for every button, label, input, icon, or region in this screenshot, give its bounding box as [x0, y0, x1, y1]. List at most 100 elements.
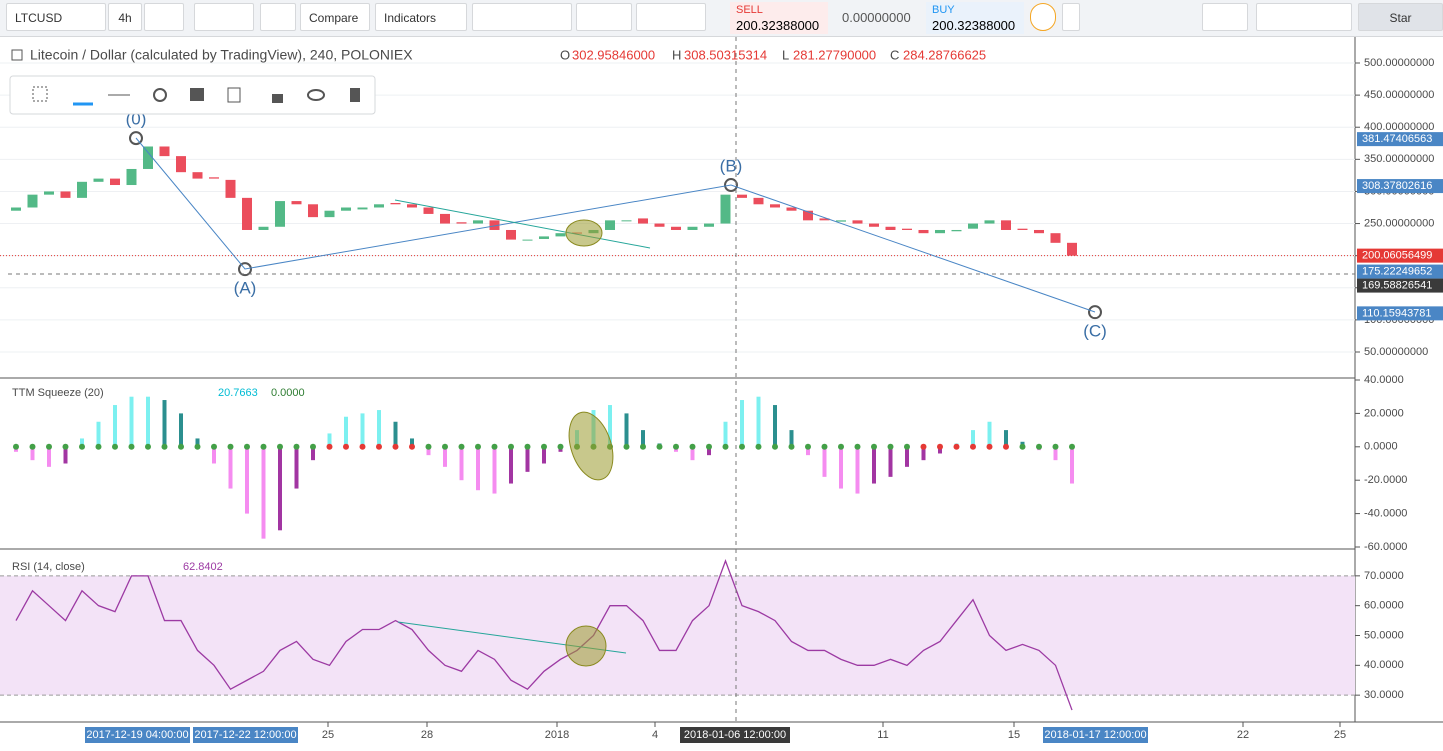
squeeze-dot	[128, 443, 135, 450]
indicator-value: 62.8402	[183, 561, 223, 573]
undo-redo[interactable]	[576, 3, 632, 31]
settings[interactable]	[260, 3, 296, 31]
momentum-bar	[806, 446, 810, 456]
squeeze-dot	[277, 443, 283, 450]
highlight-ellipse	[568, 411, 614, 481]
momentum-bar	[624, 413, 629, 447]
sell-button[interactable]: SELL 200.32388000	[730, 2, 828, 34]
highlight-ellipse	[565, 219, 603, 247]
compare[interactable]: Compare	[300, 3, 370, 31]
time-label-box	[85, 727, 190, 743]
y-tick-label: 40.0000	[1364, 659, 1404, 671]
momentum-bar	[327, 433, 332, 447]
momentum-bar	[80, 438, 84, 447]
squeeze-dot	[541, 443, 547, 450]
lock-tool[interactable]	[272, 94, 283, 103]
squeeze-dot	[112, 443, 118, 450]
squeeze-dot	[772, 443, 778, 450]
cloud[interactable]	[1256, 3, 1352, 31]
time-label: 11	[877, 729, 888, 741]
squeeze-dot	[13, 443, 19, 450]
momentum-bar	[129, 396, 134, 447]
momentum-bar	[971, 430, 975, 447]
ohlc-value: 281.27790000	[793, 47, 876, 62]
candle	[968, 223, 978, 229]
squeeze-dot	[1036, 443, 1042, 450]
interval[interactable]: 4h	[108, 3, 142, 31]
price-label: 169.58826541	[1362, 279, 1432, 291]
squeeze-dot	[887, 443, 894, 450]
y-tick-label: 50.00000000	[1364, 346, 1428, 358]
squeeze-dot	[260, 443, 267, 450]
info[interactable]	[1030, 3, 1056, 31]
momentum-bar	[1004, 430, 1008, 447]
candle	[225, 179, 236, 198]
chart-style[interactable]	[194, 3, 254, 31]
sell-label: SELL	[736, 4, 763, 16]
time-label-box	[680, 727, 790, 743]
candle	[539, 236, 549, 239]
momentum-bar	[344, 416, 348, 447]
squeeze-dot	[62, 443, 69, 450]
fullscreen[interactable]	[636, 3, 706, 31]
squeeze-dot	[95, 443, 102, 450]
candle	[60, 191, 71, 198]
template-tool[interactable]	[190, 88, 204, 101]
squeeze-dot	[1069, 443, 1075, 450]
squeeze-dot	[755, 443, 762, 450]
indicators[interactable]: Indicators	[375, 3, 467, 31]
momentum-bar	[987, 421, 992, 447]
star[interactable]: Star	[1358, 3, 1443, 31]
ohlc-value: 302.95846000	[572, 47, 655, 62]
trend-line	[394, 199, 651, 249]
squeeze-dot	[491, 443, 498, 450]
clone-tool[interactable]	[227, 87, 241, 103]
candle	[242, 197, 252, 230]
squeeze-dot	[409, 443, 415, 450]
momentum-bar	[410, 438, 414, 447]
candle	[638, 218, 648, 224]
candle	[159, 146, 170, 157]
interval-menu[interactable]	[144, 3, 184, 31]
momentum-bar	[311, 446, 315, 461]
visibility-tool[interactable]	[307, 89, 325, 101]
y-tick-label: -60.0000	[1364, 541, 1407, 553]
squeeze-dot	[920, 443, 927, 450]
squeeze-dot	[442, 443, 448, 450]
candle	[885, 226, 896, 230]
momentum-bar	[476, 446, 480, 491]
momentum-bar	[459, 446, 464, 481]
alerts[interactable]	[472, 3, 572, 31]
layout[interactable]	[1202, 3, 1248, 31]
momentum-bar	[789, 430, 794, 447]
zoom[interactable]	[1062, 3, 1080, 31]
candle	[737, 194, 747, 198]
squeeze-dot	[854, 443, 861, 450]
wave-label: (A)	[234, 279, 257, 298]
momentum-bar	[63, 446, 68, 464]
wave-label: (B)	[720, 157, 743, 176]
symbol-search[interactable]: LTCUSD	[6, 3, 106, 31]
squeeze-dot	[211, 443, 217, 450]
time-label: 25	[322, 729, 334, 741]
drawing-toolbar[interactable]	[9, 75, 376, 115]
momentum-bar	[542, 446, 546, 464]
price-label-box	[1357, 179, 1443, 194]
select-tool[interactable]	[32, 86, 48, 102]
y-tick-label: -40.0000	[1364, 508, 1407, 520]
candle	[407, 204, 417, 208]
time-label: 2018-01-06 12:00:00	[684, 729, 786, 741]
momentum-bar	[113, 405, 117, 447]
momentum-bar	[393, 421, 398, 447]
buy-button[interactable]: BUY 200.32388000	[926, 2, 1024, 34]
squeeze-dot	[1019, 443, 1026, 450]
squeeze-dot	[376, 443, 382, 450]
candle	[209, 177, 219, 179]
price-label-box	[1357, 278, 1443, 293]
elliott-wave	[135, 137, 1096, 313]
settings-tool[interactable]	[153, 88, 167, 102]
candle	[77, 181, 87, 198]
delete-tool[interactable]	[350, 88, 360, 102]
